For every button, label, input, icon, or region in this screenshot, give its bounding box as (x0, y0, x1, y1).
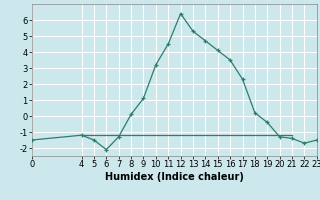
X-axis label: Humidex (Indice chaleur): Humidex (Indice chaleur) (105, 172, 244, 182)
